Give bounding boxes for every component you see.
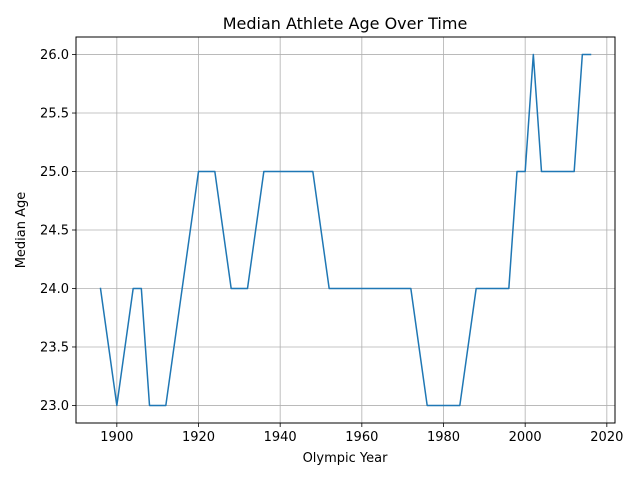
y-tick-label: 24.0 — [40, 282, 69, 297]
y-tick-label: 26.0 — [40, 48, 69, 63]
x-axis-label: Olympic Year — [303, 451, 389, 466]
y-tick-label: 25.5 — [40, 107, 69, 122]
chart-title: Median Athlete Age Over Time — [223, 14, 468, 33]
y-axis: 23.0 23.5 24.0 24.5 25.0 25.5 26.0 — [40, 48, 76, 414]
y-tick-label: 25.0 — [40, 165, 69, 180]
x-tick-label: 1900 — [100, 430, 133, 445]
x-tick-label: 2020 — [590, 430, 623, 445]
y-tick-label: 23.0 — [40, 399, 69, 414]
x-tick-label: 1980 — [427, 430, 460, 445]
x-tick-label: 1920 — [182, 430, 215, 445]
y-tick-label: 24.5 — [40, 224, 69, 239]
y-axis-label: Median Age — [14, 192, 29, 269]
x-tick-label: 1940 — [264, 430, 297, 445]
x-tick-label: 2000 — [509, 430, 542, 445]
series-layer — [99, 53, 592, 407]
y-tick-label: 23.5 — [40, 340, 69, 355]
x-axis: 1900 1920 1940 1960 1980 2000 2020 — [100, 423, 623, 445]
x-tick-label: 1960 — [345, 430, 378, 445]
grid — [76, 37, 615, 423]
series-line-0 — [99, 53, 592, 407]
